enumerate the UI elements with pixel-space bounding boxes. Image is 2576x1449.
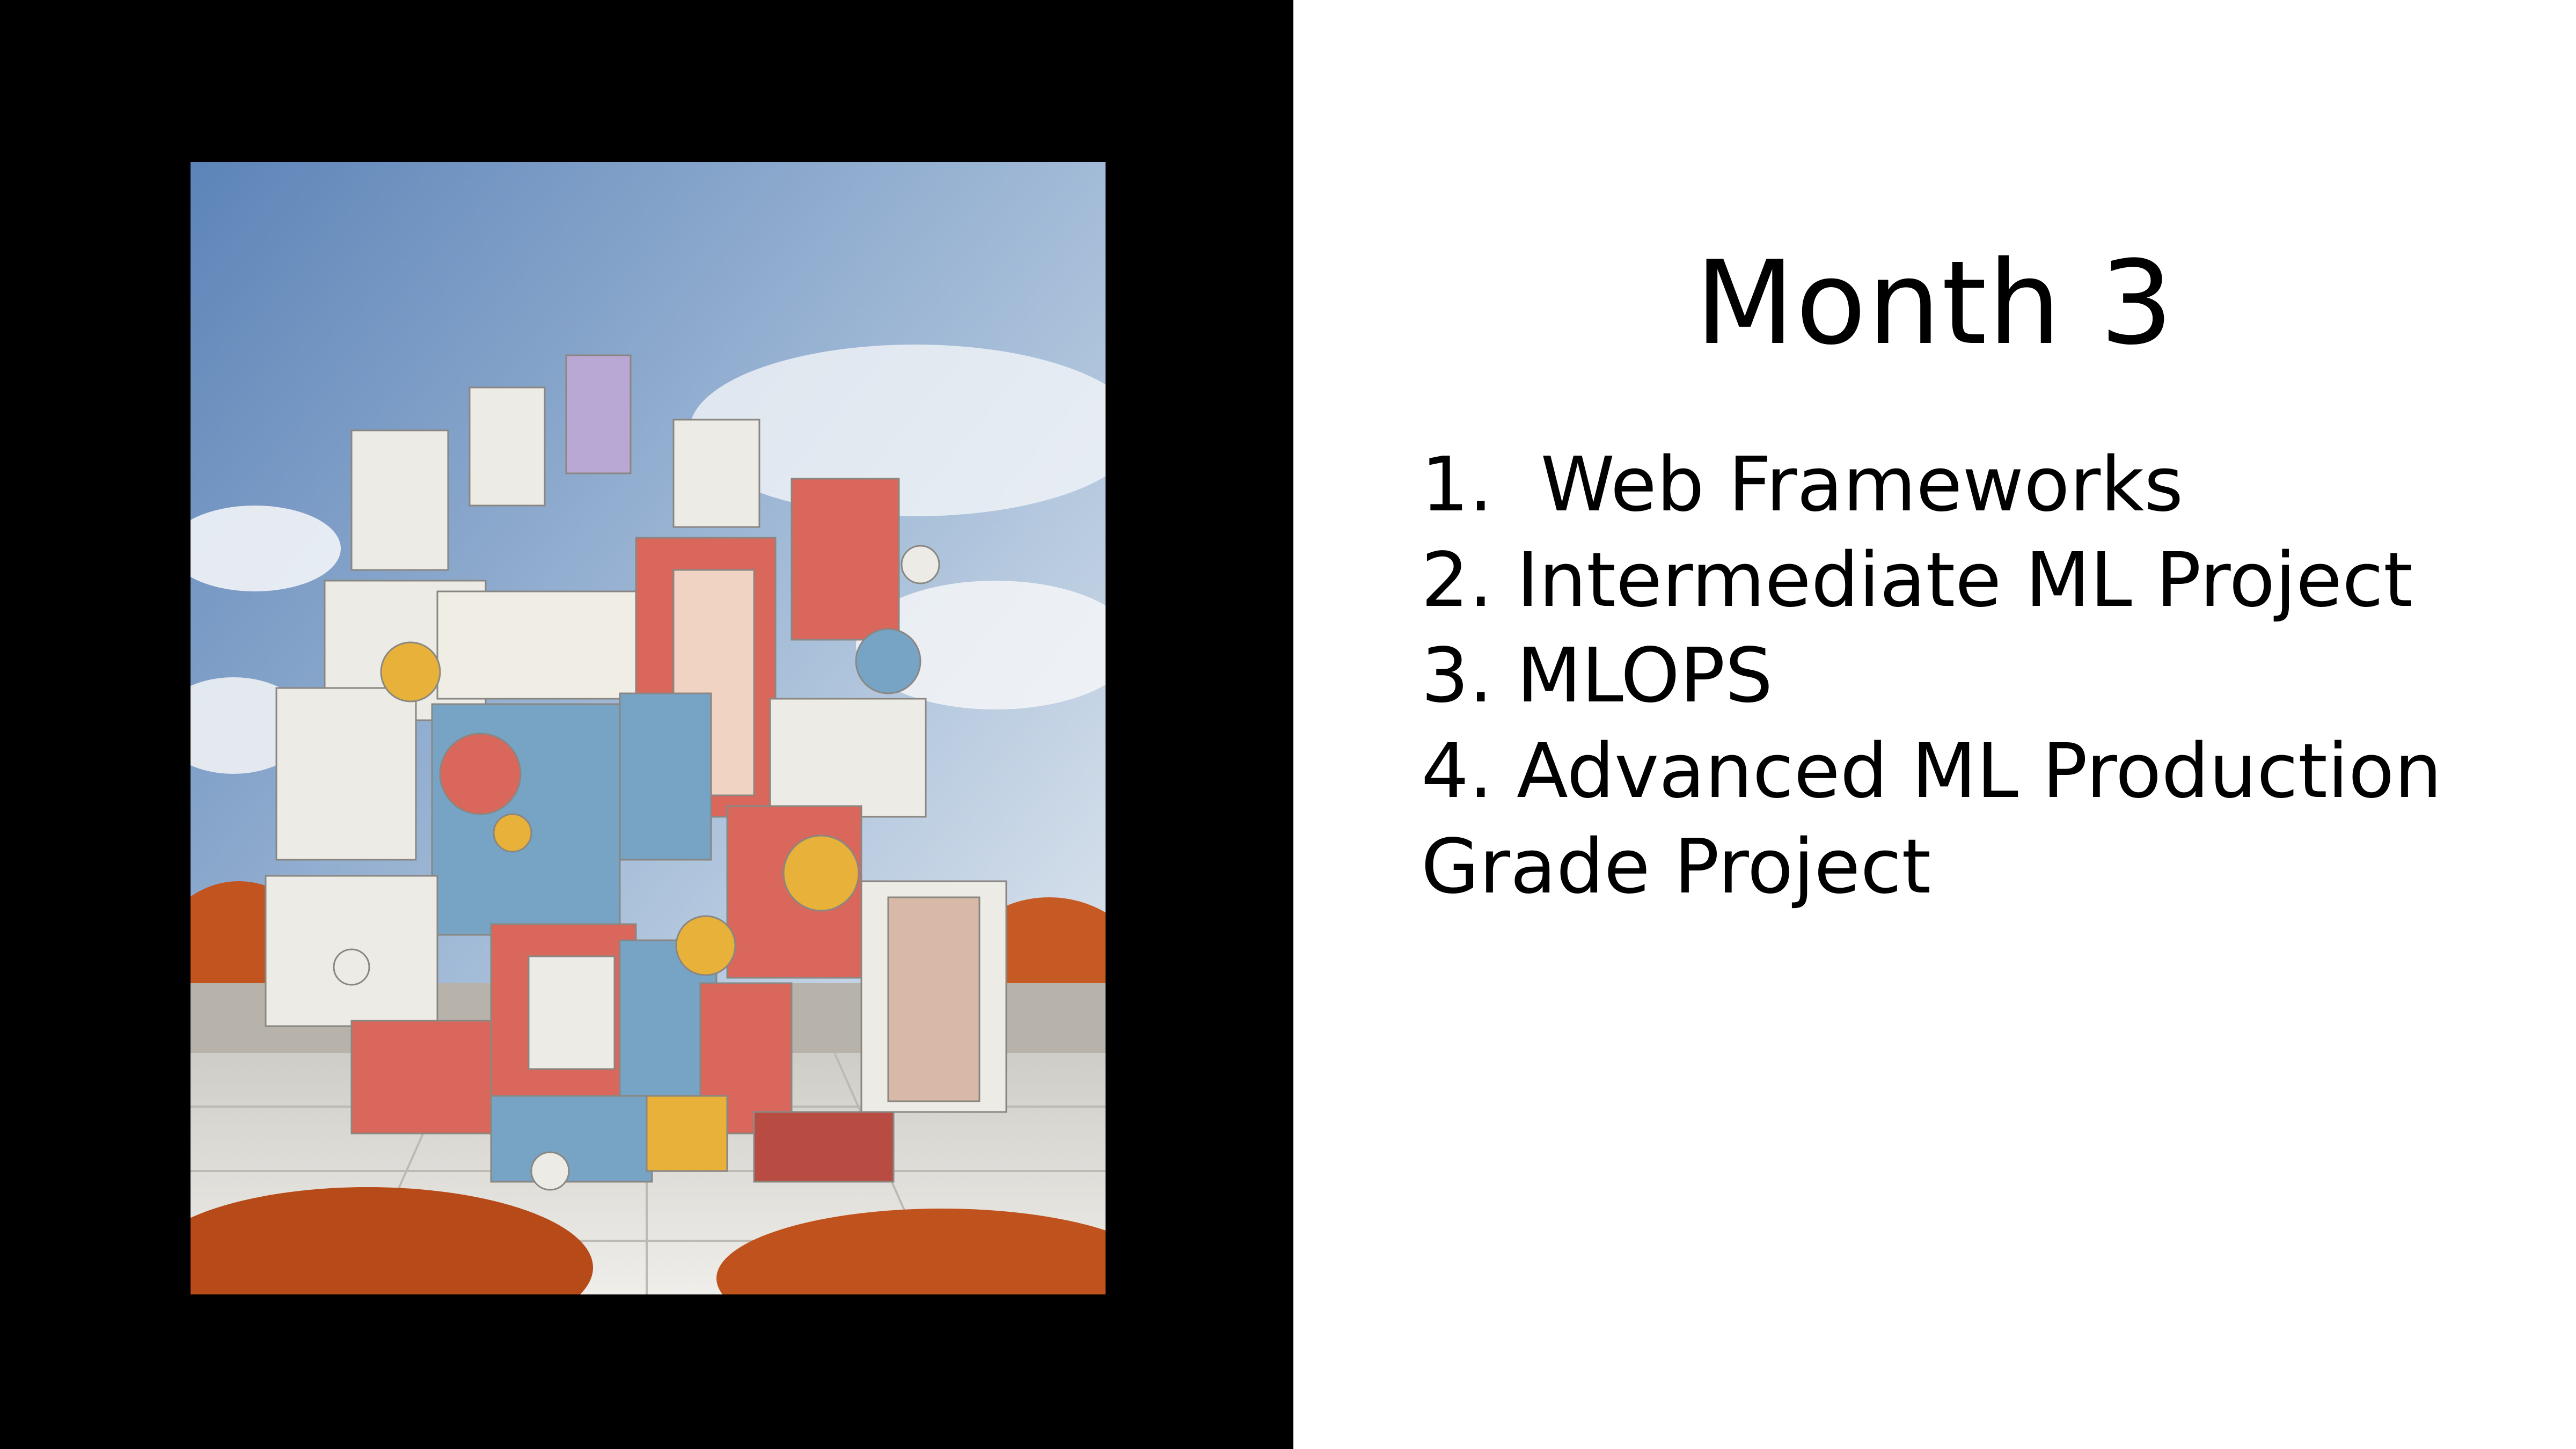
list-item: 2. Intermediate ML Project	[1421, 533, 2537, 628]
list-item: 4. Advanced ML Production Grade Project	[1421, 724, 2537, 915]
list-item-number: 1.	[1421, 441, 1541, 529]
content-panel	[1293, 0, 2576, 1449]
slide-title: Month 3	[1695, 236, 2175, 370]
list-item: 3. MLOPS	[1421, 628, 2537, 724]
list-item-text: Advanced ML Production Grade Project	[1421, 728, 2466, 911]
list-item-text: Web Frameworks	[1540, 441, 2184, 529]
building-artwork-image	[191, 162, 1106, 1294]
list-item-number: 2.	[1421, 537, 1517, 624]
image-panel	[0, 0, 1293, 1449]
list-item-text: Intermediate ML Project	[1517, 537, 2413, 624]
list-item-number: 4.	[1421, 728, 1517, 815]
list-item-number: 3.	[1421, 632, 1517, 720]
agenda-list: 1. Web Frameworks 2. Intermediate ML Pro…	[1421, 437, 2537, 915]
list-item: 1. Web Frameworks	[1421, 437, 2537, 533]
list-item-text: MLOPS	[1517, 632, 1773, 720]
